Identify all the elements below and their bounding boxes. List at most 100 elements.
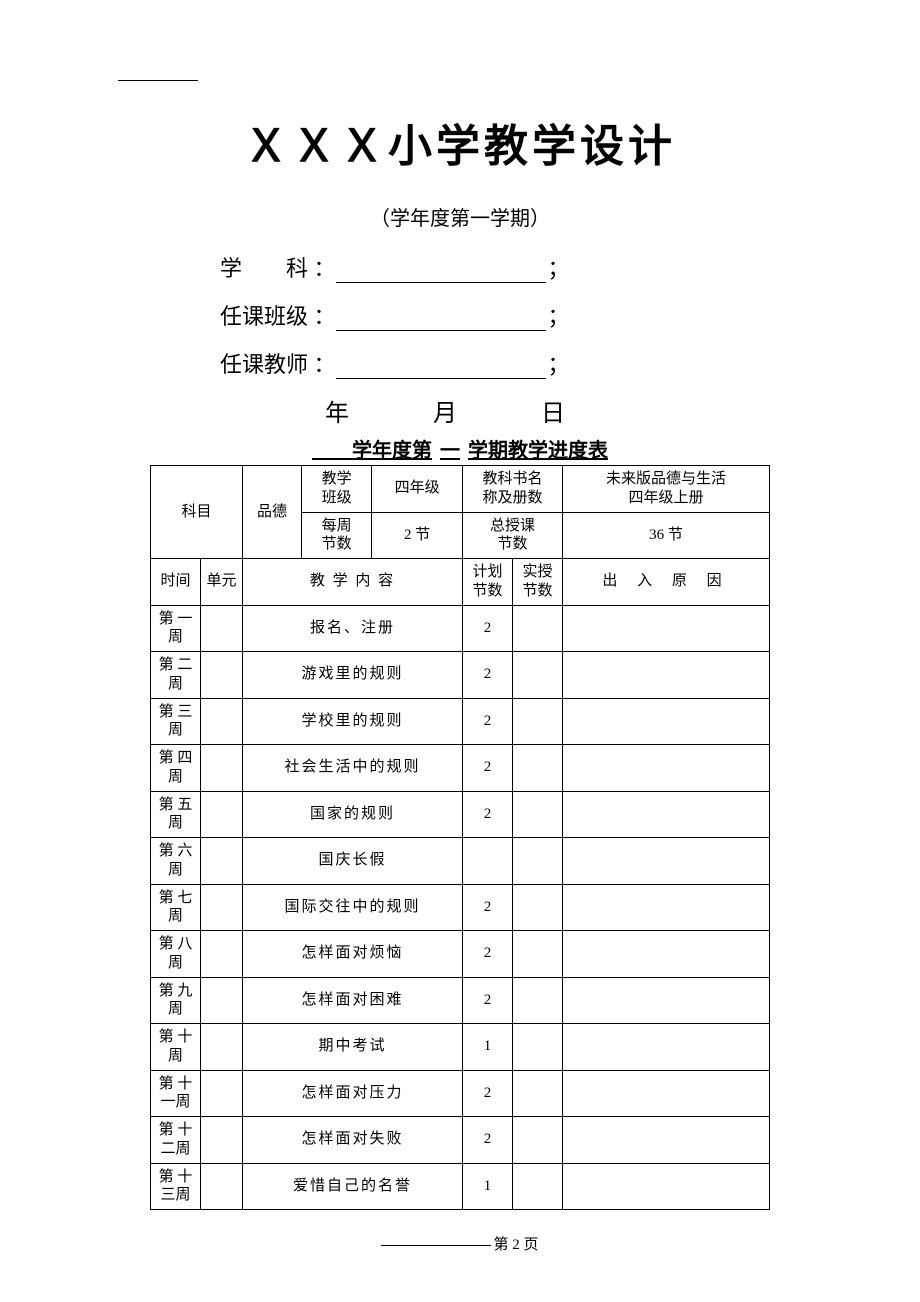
cell-plan: 2 [463, 1070, 513, 1117]
cell-reason [563, 652, 770, 699]
class-label: 任课班级 ： [220, 299, 336, 331]
table-row: 第 二周游戏里的规则2 [151, 652, 770, 699]
col-content: 教 学 内 容 [243, 559, 463, 606]
table-row: 第 四周社会生活中的规则2 [151, 745, 770, 792]
cell-reason [563, 838, 770, 885]
semicolon: ； [548, 299, 570, 331]
cell-unit [201, 1163, 243, 1210]
cell-week: 第 九周 [151, 977, 201, 1024]
cell-unit [201, 838, 243, 885]
cell-reason [563, 931, 770, 978]
cell-unit [201, 791, 243, 838]
table-row: 第 十三周爱惜自己的名誉1 [151, 1163, 770, 1210]
cell-week: 第 八周 [151, 931, 201, 978]
cell-content: 怎样面对压力 [243, 1070, 463, 1117]
cell-plan: 2 [463, 791, 513, 838]
table-row: 第 十二周怎样面对失败2 [151, 1117, 770, 1164]
cell-reason [563, 1163, 770, 1210]
cell-unit [201, 1024, 243, 1071]
cell-actual [513, 652, 563, 699]
cell-reason [563, 1070, 770, 1117]
cell-unit [201, 698, 243, 745]
cell-reason [563, 1024, 770, 1071]
cell-reason [563, 977, 770, 1024]
footer-rule [381, 1245, 491, 1246]
cell-week: 第 十一周 [151, 1070, 201, 1117]
caption-mid: 一 [436, 440, 464, 462]
field-class: 任课班级 ： ； [220, 297, 700, 331]
cell-content: 学校里的规则 [243, 698, 463, 745]
cell-week: 第 十三周 [151, 1163, 201, 1210]
table-row: 第 九周怎样面对困难2 [151, 977, 770, 1024]
cell-reason [563, 698, 770, 745]
cell-reason [563, 791, 770, 838]
cell-reason [563, 1117, 770, 1164]
hdr-book-l: 教科书名称及册数 [463, 466, 563, 513]
hdr-book-v: 未来版品德与生活四年级上册 [563, 466, 770, 513]
cell-unit [201, 977, 243, 1024]
header-row-1: 科目 品德 教学班级 四年级 教科书名称及册数 未来版品德与生活四年级上册 [151, 466, 770, 513]
cell-unit [201, 745, 243, 792]
cell-unit [201, 1117, 243, 1164]
cell-content: 国家的规则 [243, 791, 463, 838]
cell-plan: 1 [463, 1024, 513, 1071]
cell-actual [513, 791, 563, 838]
cell-content: 爱惜自己的名誉 [243, 1163, 463, 1210]
table-row: 第 八周怎样面对烦恼2 [151, 931, 770, 978]
cell-week: 第 七周 [151, 884, 201, 931]
cell-plan: 2 [463, 1117, 513, 1164]
hdr-class-l: 教学班级 [301, 466, 371, 513]
cell-week: 第 二周 [151, 652, 201, 699]
hdr-weekly-v: 2 节 [372, 512, 463, 559]
subject-label: 学 科 ： [220, 251, 336, 283]
table-row: 第 七周国际交往中的规则2 [151, 884, 770, 931]
page-subtitle: （学年度第一学期） [100, 202, 820, 231]
column-header-row: 时间 单元 教 学 内 容 计划节数 实授节数 出 入 原 因 [151, 559, 770, 606]
subject-blank [336, 259, 546, 283]
cell-week: 第 十周 [151, 1024, 201, 1071]
cell-plan: 2 [463, 884, 513, 931]
cell-reason [563, 745, 770, 792]
cell-plan: 2 [463, 745, 513, 792]
col-plan: 计划节数 [463, 559, 513, 606]
cell-unit [201, 1070, 243, 1117]
table-row: 第 一周报名、注册2 [151, 605, 770, 652]
cell-actual [513, 1117, 563, 1164]
cell-plan: 1 [463, 1163, 513, 1210]
table-row: 第 十周期中考试1 [151, 1024, 770, 1071]
date-line: 年 月 日 [100, 393, 820, 428]
cell-actual [513, 884, 563, 931]
cell-actual [513, 1163, 563, 1210]
header-rule [118, 80, 198, 81]
cell-plan [463, 838, 513, 885]
cell-reason [563, 884, 770, 931]
cell-actual [513, 698, 563, 745]
cell-actual [513, 1024, 563, 1071]
cell-week: 第 四周 [151, 745, 201, 792]
teacher-blank [336, 355, 546, 379]
cell-content: 社会生活中的规则 [243, 745, 463, 792]
field-block: 学 科 ： ； 任课班级 ： ； 任课教师 ： ； [220, 249, 700, 379]
cell-content: 怎样面对失败 [243, 1117, 463, 1164]
cell-unit [201, 652, 243, 699]
cell-plan: 2 [463, 977, 513, 1024]
cell-content: 游戏里的规则 [243, 652, 463, 699]
cell-week: 第 一周 [151, 605, 201, 652]
cell-plan: 2 [463, 931, 513, 978]
cell-actual [513, 838, 563, 885]
cell-week: 第 十二周 [151, 1117, 201, 1164]
cell-content: 怎样面对烦恼 [243, 931, 463, 978]
table-row: 第 六周国庆长假 [151, 838, 770, 885]
hdr-total-v: 36 节 [563, 512, 770, 559]
col-reason: 出 入 原 因 [563, 559, 770, 606]
hdr-subject-l: 科目 [151, 466, 243, 559]
col-time: 时间 [151, 559, 201, 606]
cell-plan: 2 [463, 698, 513, 745]
cell-content: 报名、注册 [243, 605, 463, 652]
class-blank [336, 307, 546, 331]
cell-content: 期中考试 [243, 1024, 463, 1071]
cell-actual [513, 605, 563, 652]
cell-week: 第 五周 [151, 791, 201, 838]
field-teacher: 任课教师 ： ； [220, 345, 700, 379]
cell-unit [201, 605, 243, 652]
